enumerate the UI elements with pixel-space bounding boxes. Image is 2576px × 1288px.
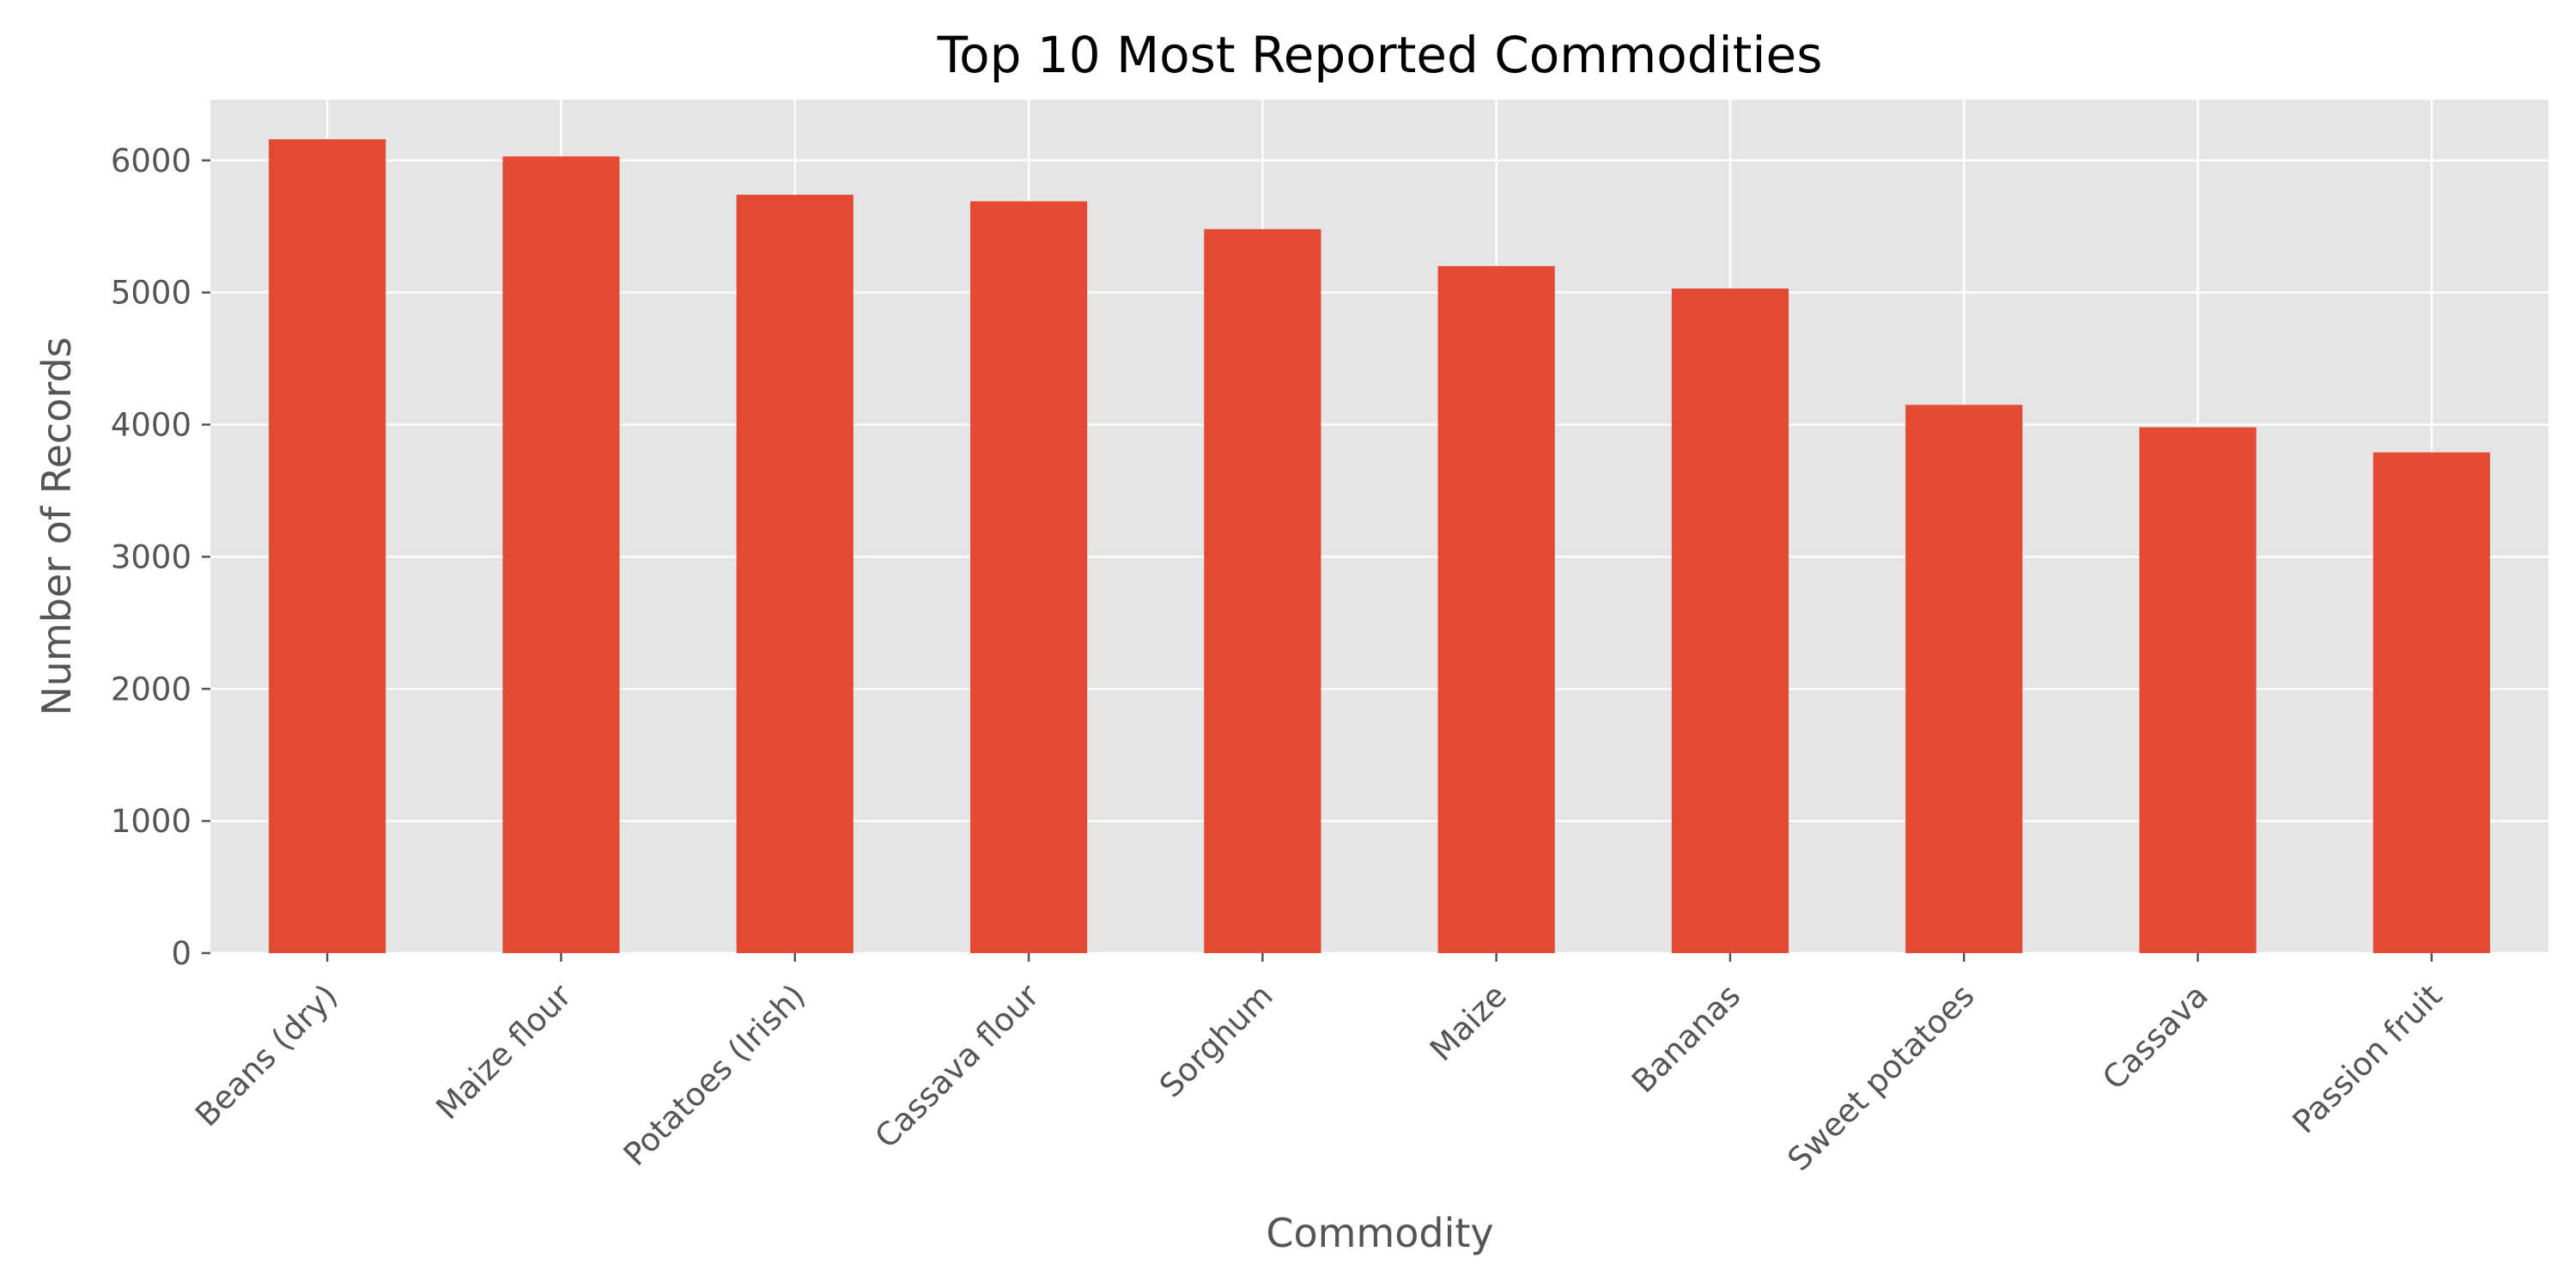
- y-tick-label: 0: [171, 935, 191, 972]
- chart-title: Top 10 Most Reported Commodities: [937, 26, 1823, 84]
- x-tick-label: Potatoes (Irish): [617, 977, 812, 1173]
- x-tick-label: Bananas: [1625, 977, 1747, 1100]
- x-tick-label: Sorghum: [1152, 977, 1280, 1105]
- x-tick-label: Maize flour: [429, 976, 580, 1127]
- y-tick-label: 5000: [111, 275, 191, 312]
- bar: [736, 194, 854, 953]
- x-tick-label: Passion fruit: [2286, 977, 2450, 1141]
- bar: [1905, 404, 2023, 953]
- x-tick-label: Sweet potatoes: [1781, 977, 1982, 1178]
- y-axis-label: Number of Records: [33, 337, 80, 715]
- y-tick-label: 1000: [111, 803, 191, 840]
- bar: [269, 139, 386, 953]
- bar: [1204, 228, 1321, 953]
- y-tick-label: 2000: [111, 671, 191, 708]
- bar: [2139, 427, 2257, 953]
- x-tick-label: Beans (dry): [188, 977, 344, 1133]
- bar: [2372, 452, 2490, 953]
- y-tick-label: 6000: [111, 143, 191, 179]
- bar: [969, 201, 1088, 954]
- x-axis-label: Commodity: [1266, 1210, 1493, 1256]
- bar: [1671, 289, 1789, 953]
- bars: [269, 139, 2490, 954]
- y-axis-ticks: 0 1000 2000 3000 4000 5000 6000: [111, 143, 210, 972]
- x-tick-label: Cassava flour: [868, 976, 1047, 1155]
- x-tick-label: Cassava: [2095, 977, 2215, 1097]
- y-tick-label: 4000: [111, 407, 191, 444]
- x-tick-label: Maize: [1423, 977, 1514, 1068]
- x-axis-ticks: Beans (dry) Maize flour Potatoes (Irish) Ca…: [188, 953, 2449, 1178]
- bar: [1437, 265, 1555, 953]
- y-tick-label: 3000: [111, 538, 191, 575]
- bar: [502, 156, 620, 954]
